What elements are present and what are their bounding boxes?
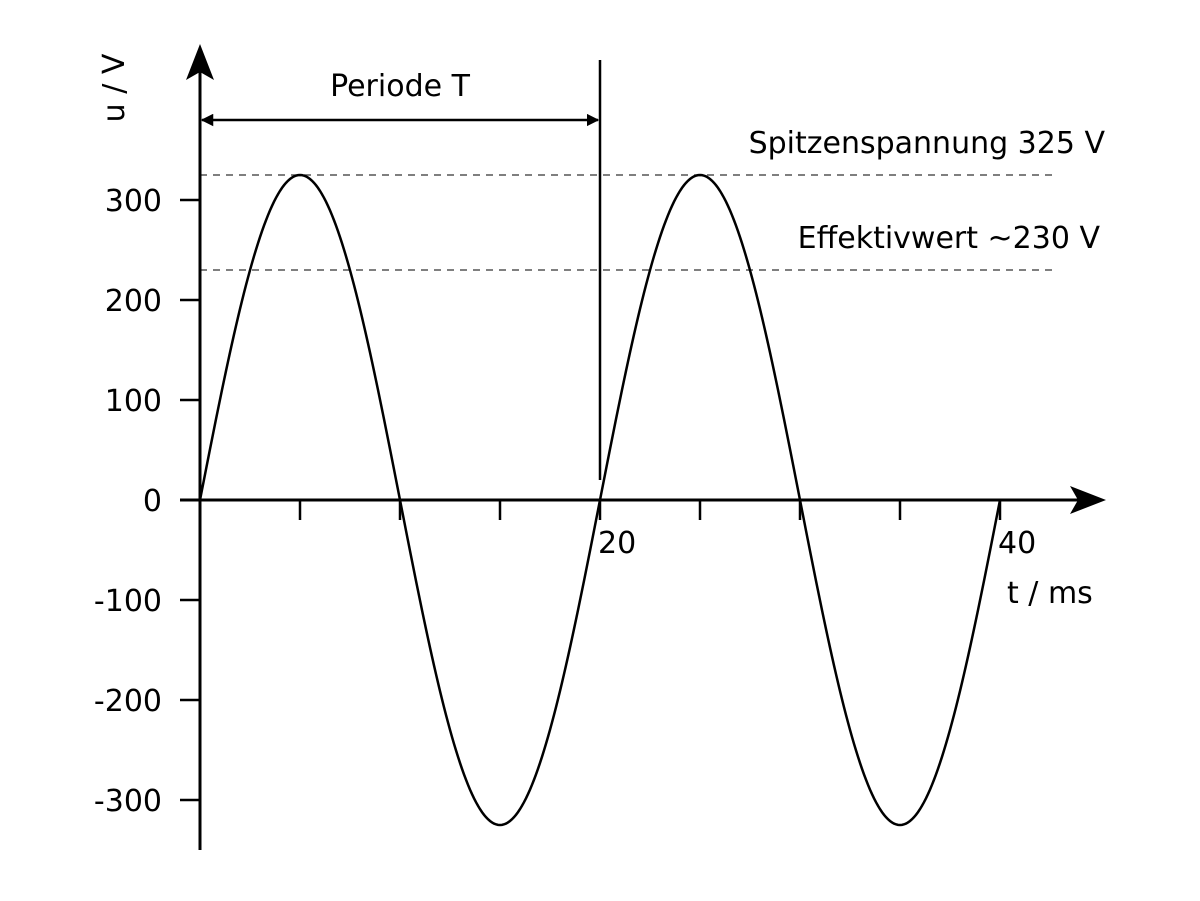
y-tick-label: 100	[105, 384, 162, 419]
x-tick-label: 40	[998, 526, 1036, 561]
x-axis-label: t / ms	[1007, 576, 1093, 611]
x-tick-label: 20	[598, 526, 636, 561]
period-label: Periode T	[330, 69, 471, 104]
reference-label-peak: Spitzenspannung 325 V	[749, 126, 1106, 161]
reference-label-rms: Effektivwert ~230 V	[798, 221, 1101, 256]
y-tick-label: 300	[105, 184, 162, 219]
y-tick-label: 0	[143, 484, 162, 519]
y-axis-label: u / V	[97, 53, 132, 122]
x-axis-arrowhead	[1070, 486, 1106, 514]
y-tick-label: -300	[94, 784, 162, 819]
y-tick-label: 200	[105, 284, 162, 319]
y-tick-label: -200	[94, 684, 162, 719]
y-tick-label: -100	[94, 584, 162, 619]
y-axis-arrowhead	[186, 44, 214, 80]
